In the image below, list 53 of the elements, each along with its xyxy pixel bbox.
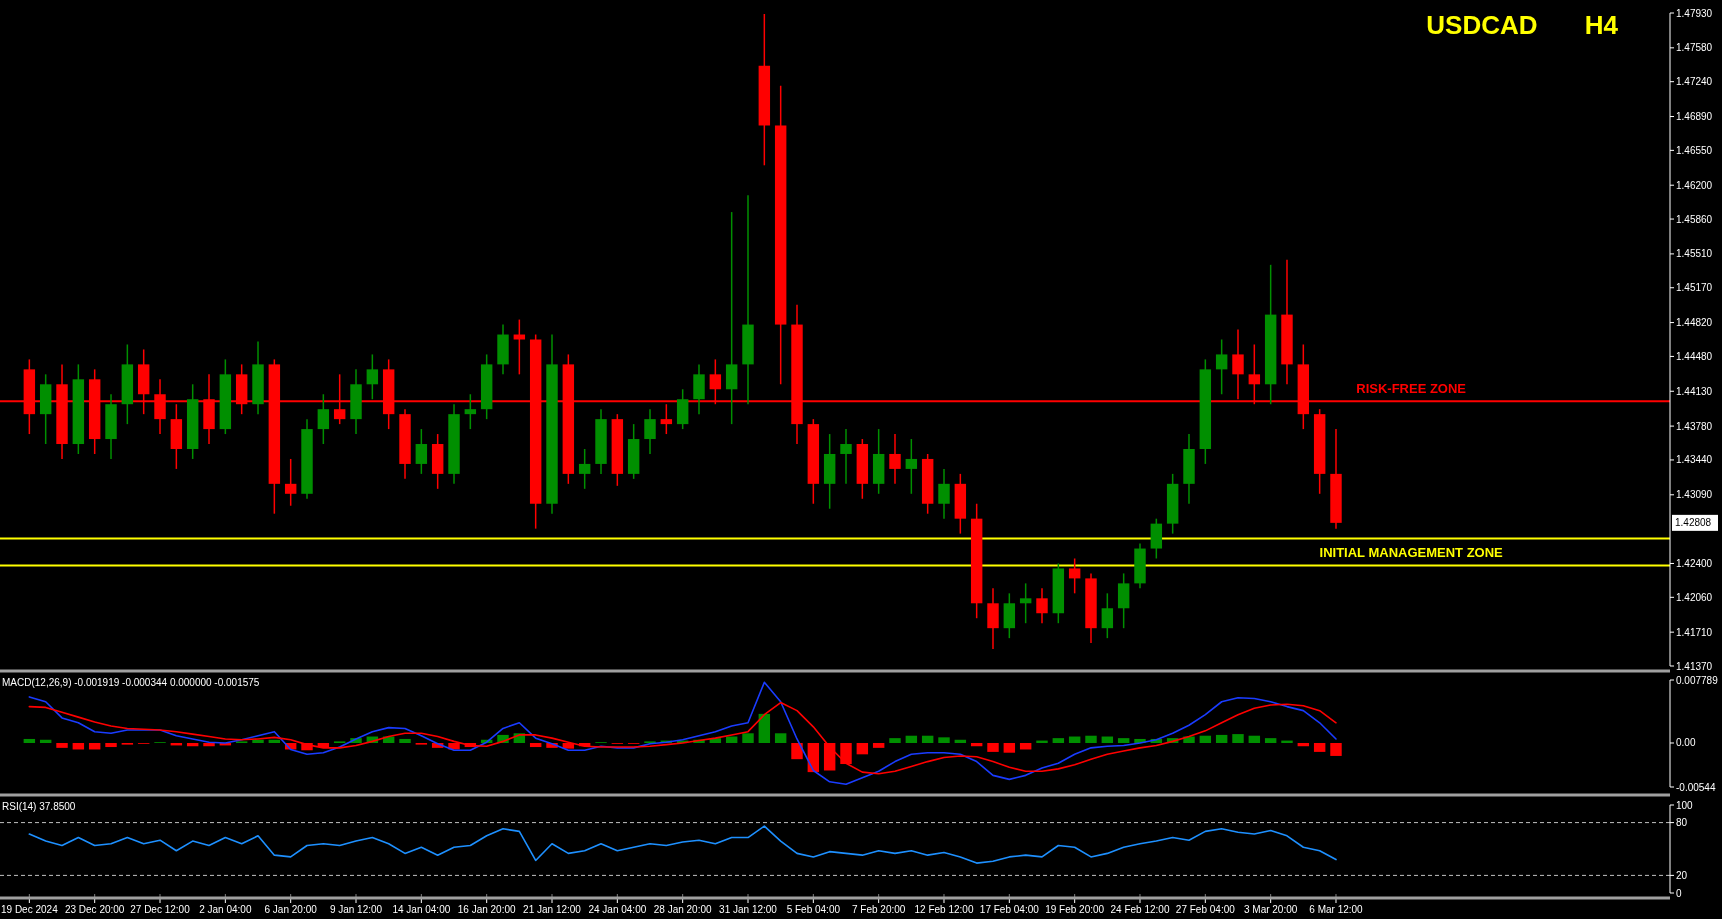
y-tick-label: 1.41370 [1676, 660, 1713, 672]
y-tick-label: 100 [1676, 799, 1694, 811]
y-tick-label: 0.00 [1676, 737, 1696, 749]
y-tick-label: 80 [1676, 817, 1688, 829]
chart-title: USDCAD H4 [1426, 10, 1619, 40]
y-tick-label: 0.007789 [1676, 674, 1719, 686]
y-tick-label: 1.45170 [1676, 282, 1713, 294]
y-tick-label: 1.44480 [1676, 350, 1713, 362]
x-tick-label: 3 Mar 20:00 [1243, 904, 1298, 915]
text: 1.42808 [1675, 517, 1712, 529]
x-tick-label: 28 Jan 20:00 [653, 904, 713, 915]
y-tick-label: 20 [1676, 869, 1688, 881]
y-tick-label: 1.45510 [1676, 248, 1713, 260]
y-tick-label: 1.43780 [1676, 420, 1713, 432]
y-tick-label: 1.47240 [1676, 76, 1713, 88]
x-tick-label: 5 Feb 04:00 [786, 904, 841, 915]
y-tick-label: 1.45860 [1676, 213, 1713, 225]
y-tick-label: 1.42400 [1676, 557, 1713, 569]
x-tick-label: 27 Dec 12:00 [130, 904, 191, 915]
x-tick-label: 9 Jan 12:00 [329, 904, 383, 915]
x-tick-label: 24 Jan 04:00 [588, 904, 647, 915]
y-tick-label: 0 [1676, 887, 1682, 899]
y-tick-label: 1.46550 [1676, 144, 1713, 156]
x-tick-label: 6 Mar 12:00 [1309, 904, 1364, 915]
chart-title: MACD(12,26,9) -0.001919 -0.000344 0.000000 -0.001575 [2, 677, 260, 688]
chart-title: RSI(14) 37.8500 [2, 801, 76, 812]
y-tick-label: 1.43090 [1676, 489, 1713, 501]
y-tick-label: -0.00544 [1676, 781, 1716, 793]
y-tick-label: 1.47930 [1676, 7, 1713, 19]
x-tick-label: 21 Jan 12:00 [523, 904, 582, 915]
x-tick-label: 19 Dec 2024 [0, 904, 59, 915]
y-tick-label: 1.43440 [1676, 454, 1713, 466]
x-tick-label: 27 Feb 04:00 [1175, 904, 1236, 915]
x-tick-label: 19 Feb 20:00 [1045, 904, 1105, 915]
y-tick-label: 1.46890 [1676, 111, 1713, 123]
x-tick-label: 2 Jan 04:00 [199, 904, 252, 915]
x-tick-label: 14 Jan 04:00 [392, 904, 451, 915]
y-tick-label: 1.44820 [1676, 317, 1713, 329]
x-tick-label: 31 Jan 12:00 [719, 904, 778, 915]
ref-line-label: RISK-FREE ZONE [1356, 381, 1467, 397]
y-tick-label: 1.42060 [1676, 591, 1713, 603]
x-tick-label: 17 Feb 04:00 [979, 904, 1040, 915]
y-tick-label: 1.46200 [1676, 179, 1713, 191]
y-tick-label: 1.47580 [1676, 42, 1713, 54]
x-tick-label: 24 Feb 12:00 [1110, 904, 1170, 915]
x-tick-label: 16 Jan 20:00 [457, 904, 517, 915]
x-tick-label: 6 Jan 20:00 [264, 904, 318, 915]
ref-line-label: INITIAL MANAGEMENT ZONE [1319, 545, 1504, 561]
x-tick-label: 23 Dec 20:00 [64, 904, 125, 915]
x-tick-label: 7 Feb 20:00 [851, 904, 906, 915]
y-tick-label: 1.41710 [1676, 626, 1713, 638]
x-tick-label: 12 Feb 12:00 [914, 904, 974, 915]
y-tick-label: 1.44130 [1676, 385, 1713, 397]
